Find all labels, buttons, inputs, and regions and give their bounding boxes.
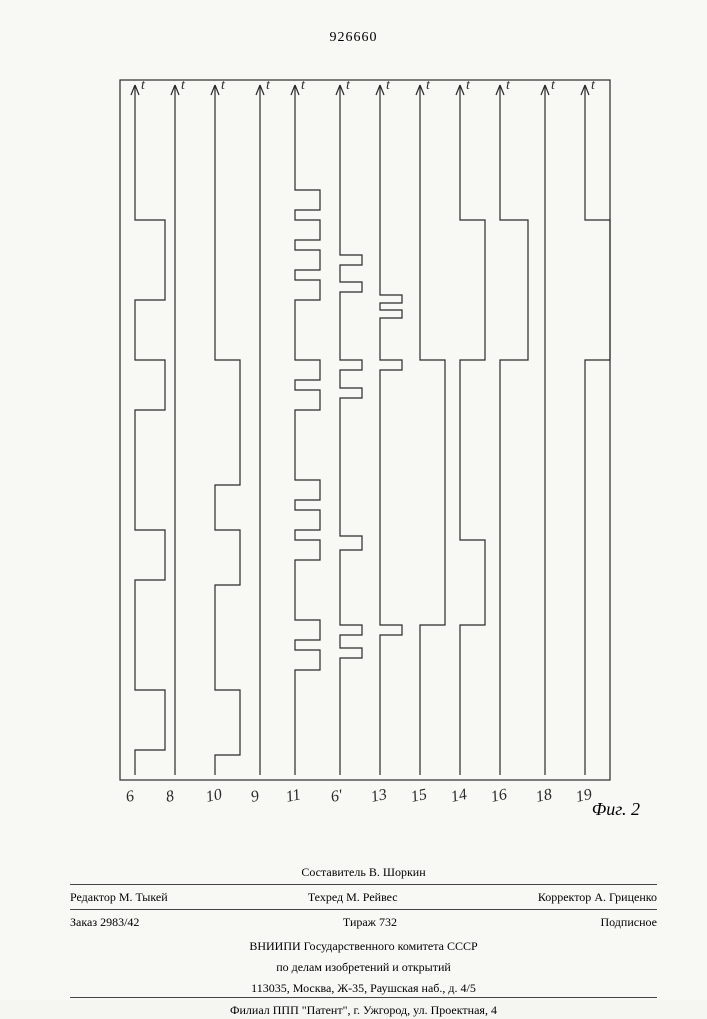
- colophon: Составитель В. Шоркин Редактор М. Тыкей …: [70, 860, 657, 1019]
- techred-name: М. Рейвес: [346, 890, 397, 904]
- svg-text:10: 10: [204, 786, 223, 806]
- svg-text:13: 13: [369, 786, 388, 806]
- svg-text:6': 6': [329, 787, 344, 806]
- editor-cell: Редактор М. Тыкей: [70, 888, 168, 906]
- svg-text:15: 15: [409, 786, 428, 806]
- page: 926660 6t8t10t9t11t6't13t15t14t16t18t19t…: [0, 0, 707, 1000]
- podpisnoe-cell: Подписное: [600, 913, 657, 931]
- tirazh-cell: Тираж 732: [343, 913, 397, 931]
- svg-text:9: 9: [249, 788, 260, 806]
- figure-label: Фиг. 2: [592, 799, 640, 820]
- timing-diagram-svg: 6t8t10t9t11t6't13t15t14t16t18t19t: [70, 70, 630, 810]
- timing-diagram-figure: 6t8t10t9t11t6't13t15t14t16t18t19t Фиг. 2: [70, 70, 630, 810]
- filial-line: Филиал ППП "Патент", г. Ужгород, ул. Про…: [70, 997, 657, 1019]
- svg-text:19: 19: [574, 786, 593, 806]
- compiler-name: В. Шоркин: [369, 865, 426, 879]
- org-line-3: 113035, Москва, Ж-35, Раушская наб., д. …: [70, 976, 657, 997]
- svg-text:14: 14: [449, 786, 468, 806]
- svg-text:6: 6: [124, 788, 135, 806]
- corrector-name: А. Гриценко: [594, 890, 657, 904]
- corrector-cell: Корректор А. Гриценко: [538, 888, 657, 906]
- techred-cell: Техред М. Рейвес: [308, 888, 398, 906]
- org-line-2: по делам изобретений и открытий: [70, 955, 657, 976]
- svg-text:8: 8: [164, 788, 175, 806]
- tirazh-label: Тираж: [343, 915, 376, 929]
- order-value: 2983/42: [100, 915, 139, 929]
- compiler-cell: Составитель В. Шоркин: [70, 863, 657, 881]
- svg-text:16: 16: [489, 786, 508, 806]
- svg-text:18: 18: [534, 786, 553, 806]
- order-label: Заказ: [70, 915, 97, 929]
- org-line-1: ВНИИПИ Государственного комитета СССР: [70, 934, 657, 955]
- editor-name: М. Тыкей: [119, 890, 168, 904]
- editor-label: Редактор: [70, 890, 116, 904]
- svg-text:11: 11: [284, 786, 302, 806]
- techred-label: Техред: [308, 890, 343, 904]
- corrector-label: Корректор: [538, 890, 592, 904]
- document-number: 926660: [0, 30, 707, 46]
- tirazh-value: 732: [379, 915, 397, 929]
- compiler-label: Составитель: [301, 865, 365, 879]
- order-cell: Заказ 2983/42: [70, 913, 139, 931]
